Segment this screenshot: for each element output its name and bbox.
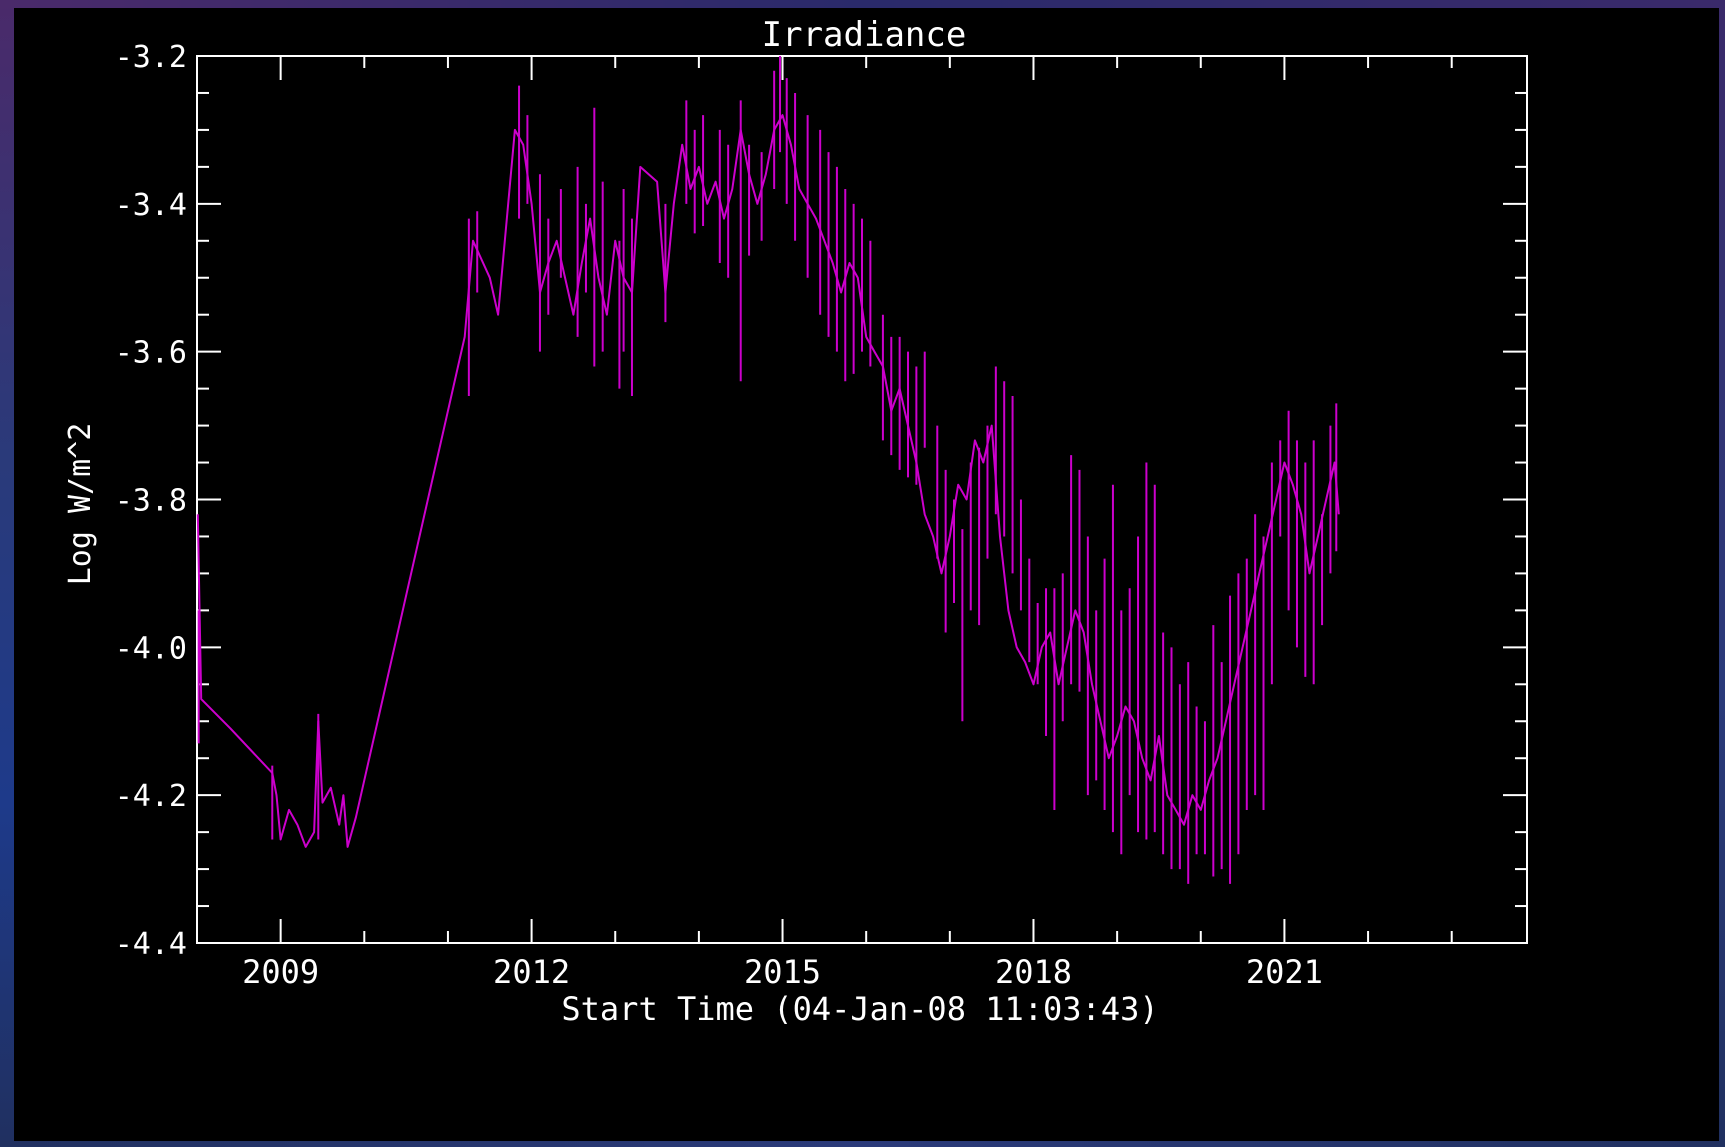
window-top-edge <box>0 0 1725 8</box>
window-bottom-edge <box>0 1141 1725 1147</box>
chart-title: Irradiance <box>762 15 967 55</box>
y-tick-label: -3.8 <box>115 484 187 519</box>
y-tick-label: -3.6 <box>115 336 187 371</box>
x-axis-label: Start Time (04-Jan-08 11:03:43) <box>561 990 1158 1028</box>
window-left-edge <box>0 0 14 1147</box>
plot-window: Irradiance Start Time (04-Jan-08 11:03:4… <box>14 8 1719 1141</box>
window-right-edge <box>1719 0 1725 1147</box>
y-tick-label: -4.2 <box>115 779 187 814</box>
plot-frame <box>196 55 1528 944</box>
y-tick-label: -4.4 <box>115 927 187 962</box>
series-line-0 <box>196 114 1340 848</box>
x-tick-label: 2009 <box>242 953 319 991</box>
y-axis-label: Log W/m^2 <box>63 423 98 586</box>
x-tick-label: 2012 <box>493 953 570 991</box>
irradiance-chart: Irradiance Start Time (04-Jan-08 11:03:4… <box>63 15 1528 1028</box>
y-tick-label: -3.2 <box>115 40 187 75</box>
x-tick-label: 2018 <box>995 953 1072 991</box>
y-tick-label: -4.0 <box>115 631 187 666</box>
x-tick-label: 2015 <box>744 953 821 991</box>
x-tick-label: 2021 <box>1246 953 1323 991</box>
y-tick-label: -3.4 <box>115 188 187 223</box>
